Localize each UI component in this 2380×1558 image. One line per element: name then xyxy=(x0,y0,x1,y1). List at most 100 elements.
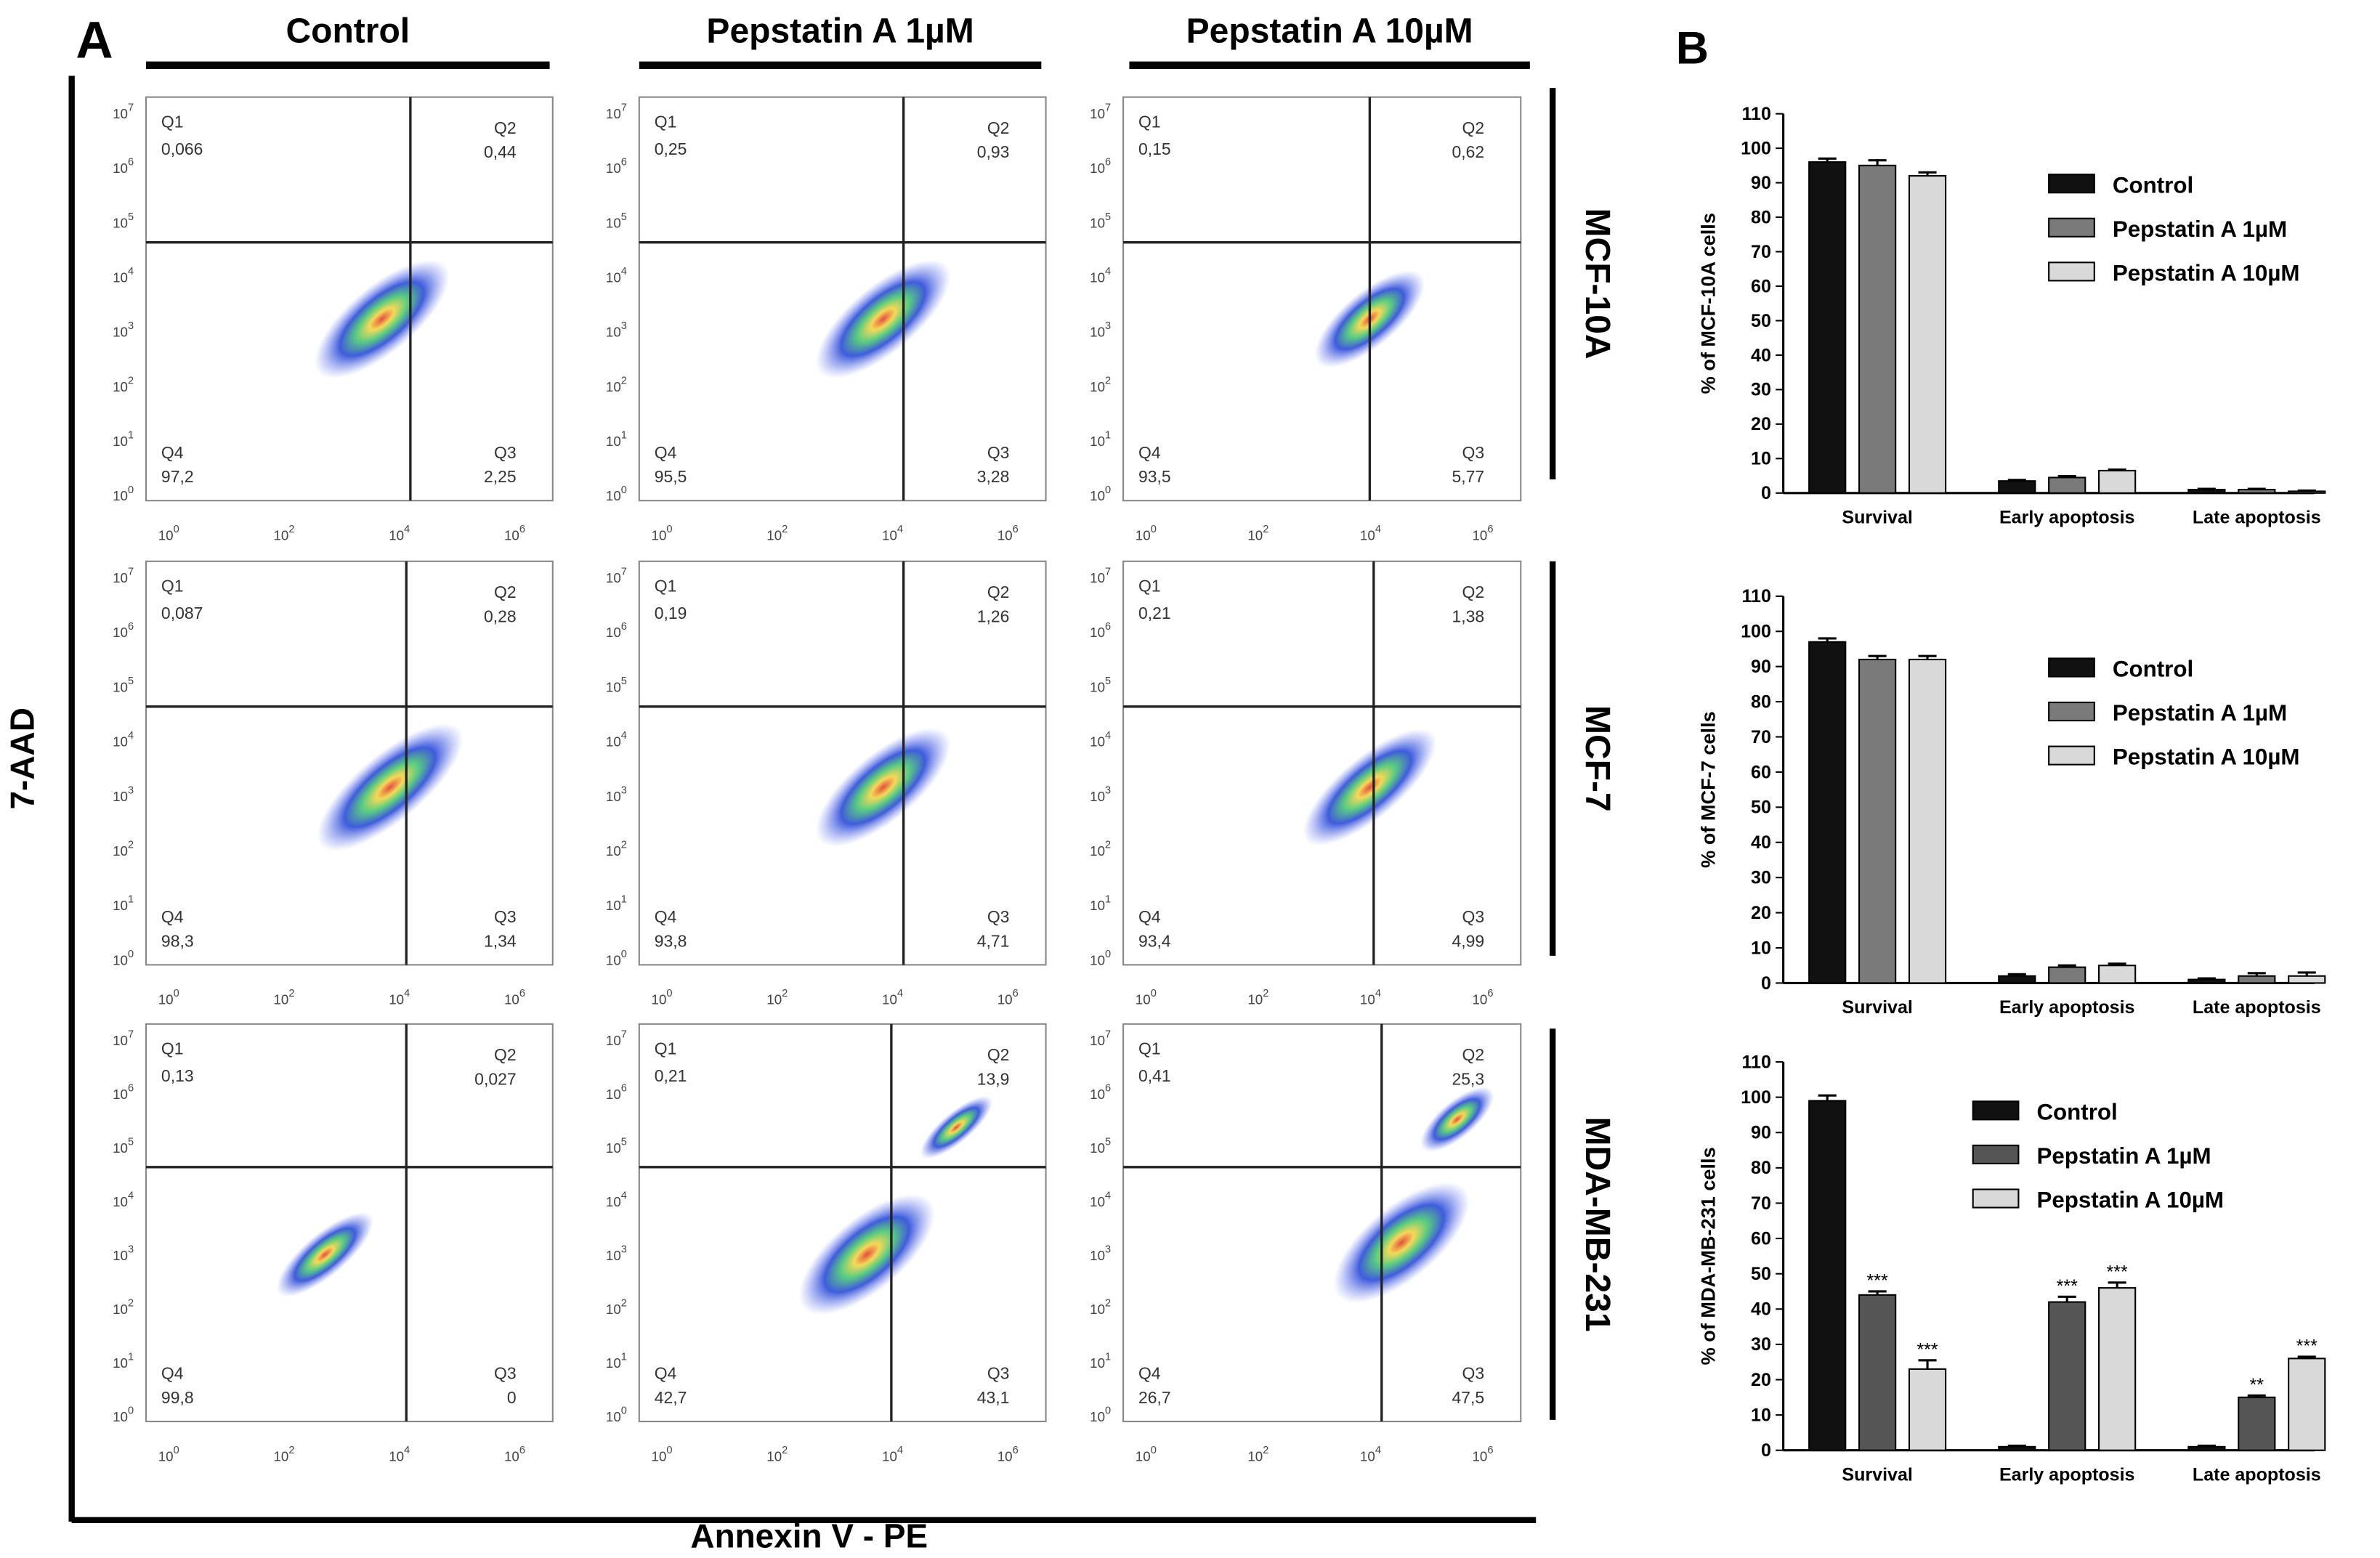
tick-exponent: 2 xyxy=(782,1445,788,1456)
x-tick-label: 104 xyxy=(882,524,903,543)
x-tick-label: 100 xyxy=(652,524,673,543)
y-tick-label: 105 xyxy=(1090,675,1111,694)
y-tick-label: 103 xyxy=(1090,784,1111,803)
quadrant-value: 3,28 xyxy=(977,467,1010,486)
tick-base: 10 xyxy=(997,528,1013,543)
tick-base: 10 xyxy=(606,215,621,230)
quadrant-value: 0,19 xyxy=(655,604,687,622)
tick-exponent: 4 xyxy=(128,730,134,742)
axis-label: 7-AAD xyxy=(3,707,41,809)
y-tick-label: 50 xyxy=(1751,798,1771,818)
tick-exponent: 0 xyxy=(1151,1445,1157,1456)
plot-frame xyxy=(1122,560,1522,966)
tick-base: 10 xyxy=(1090,269,1105,285)
quadrant-value: 0,28 xyxy=(484,606,517,625)
x-tick-label: 102 xyxy=(273,524,294,543)
tick-exponent: 4 xyxy=(1375,524,1381,535)
tick-base: 10 xyxy=(606,789,621,804)
tick-base: 10 xyxy=(882,528,897,543)
tick-base: 10 xyxy=(273,528,288,543)
y-tick-label: 100 xyxy=(1741,622,1771,642)
y-tick-label: 107 xyxy=(113,102,134,121)
quadrant-name: Q4 xyxy=(161,907,184,926)
y-tick-label: 30 xyxy=(1751,380,1771,400)
tick-exponent: 3 xyxy=(1105,1244,1111,1256)
tick-base: 10 xyxy=(113,215,128,230)
tick-exponent: 2 xyxy=(621,1298,627,1310)
tick-base: 10 xyxy=(1090,1409,1105,1424)
x-tick-label: 100 xyxy=(1136,988,1157,1007)
y-tick-label: 20 xyxy=(1751,903,1771,923)
bar xyxy=(1998,1445,2036,1451)
y-tick-label: 104 xyxy=(1090,1190,1111,1209)
tick-base: 10 xyxy=(113,625,128,640)
y-tick-label: 30 xyxy=(1751,868,1771,888)
tick-base: 10 xyxy=(766,1448,782,1464)
bar xyxy=(1808,161,1847,494)
tick-base: 10 xyxy=(997,992,1013,1007)
x-tick-label: Late apoptosis xyxy=(2193,1464,2321,1485)
tick-base: 10 xyxy=(389,1448,404,1464)
y-tick-label: 70 xyxy=(1751,242,1771,262)
y-tick-label: 107 xyxy=(113,567,134,585)
quadrant-value: 0,41 xyxy=(1138,1066,1171,1085)
tick-exponent: 3 xyxy=(128,1244,134,1256)
y-tick-label: 105 xyxy=(606,675,627,694)
tick-exponent: 7 xyxy=(1105,1029,1111,1041)
legend-label: Control xyxy=(2113,657,2193,682)
tick-exponent: 5 xyxy=(1105,675,1111,687)
quadrant-name: Q4 xyxy=(161,443,184,462)
y-tick-label: 105 xyxy=(113,211,134,230)
quadrant-name: Q3 xyxy=(1462,1364,1485,1383)
tick-base: 10 xyxy=(113,1248,128,1263)
tick-base: 10 xyxy=(1090,625,1105,640)
y-tick-label: 107 xyxy=(1090,567,1111,585)
tick-exponent: 5 xyxy=(621,1137,627,1148)
tick-exponent: 6 xyxy=(1487,1445,1493,1456)
tick-exponent: 7 xyxy=(128,102,134,113)
legend-swatch xyxy=(2048,261,2095,282)
tick-base: 10 xyxy=(1090,1140,1105,1156)
quadrant-name: Q4 xyxy=(655,907,677,926)
tick-base: 10 xyxy=(1090,570,1105,585)
y-tick-label: 60 xyxy=(1751,276,1771,296)
y-tick-label: 90 xyxy=(1751,173,1771,193)
quadrant-value: 0,25 xyxy=(655,139,687,158)
y-tick-label: 105 xyxy=(113,1137,134,1156)
tick-base: 10 xyxy=(606,325,621,340)
quadrant-value: 13,9 xyxy=(977,1069,1010,1088)
x-tick-label: 106 xyxy=(1472,988,1493,1007)
significance: *** xyxy=(2296,1336,2318,1357)
quadrant-value: 4,99 xyxy=(1452,931,1484,950)
tick-base: 10 xyxy=(113,843,128,859)
tick-exponent: 2 xyxy=(782,524,788,535)
tick-exponent: 3 xyxy=(621,320,627,332)
tick-exponent: 5 xyxy=(128,211,134,223)
axis-label: Annexin V - PE xyxy=(690,1517,928,1554)
quadrant-value: 0,62 xyxy=(1452,142,1484,161)
tick-exponent: 4 xyxy=(404,1445,410,1456)
tick-base: 10 xyxy=(113,269,128,285)
plot-frame xyxy=(638,1023,1047,1423)
tick-exponent: 4 xyxy=(897,988,903,999)
tick-base: 10 xyxy=(113,1033,128,1048)
y-tick-label: 105 xyxy=(1090,1137,1111,1156)
quadrant-value: 1,38 xyxy=(1452,606,1484,625)
tick-exponent: 7 xyxy=(128,1029,134,1041)
legend-label: Pepstatin A 10µM xyxy=(2036,1188,2224,1213)
tick-exponent: 0 xyxy=(1151,988,1157,999)
quadrant-value: 0,027 xyxy=(474,1069,516,1088)
x-tick-label: Early apoptosis xyxy=(1999,1464,2135,1485)
tick-base: 10 xyxy=(606,1355,621,1371)
density-cloud xyxy=(815,728,951,847)
tick-exponent: 0 xyxy=(621,949,627,960)
tick-base: 10 xyxy=(1360,992,1375,1007)
tick-base: 10 xyxy=(606,1194,621,1209)
tick-exponent: 6 xyxy=(1105,1083,1111,1095)
tick-exponent: 6 xyxy=(621,621,627,633)
tick-base: 10 xyxy=(652,528,667,543)
x-tick-label: 100 xyxy=(158,988,179,1007)
y-tick-label: 104 xyxy=(606,1190,627,1209)
quadrant-name: Q1 xyxy=(655,577,677,596)
